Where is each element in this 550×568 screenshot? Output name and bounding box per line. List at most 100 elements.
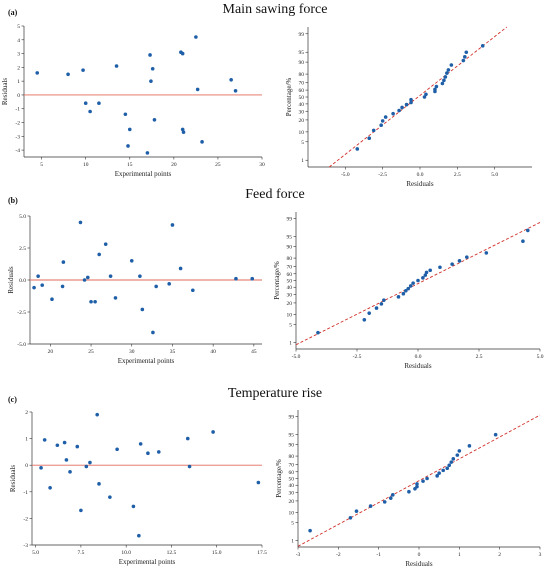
x-tick-label: 17.5: [257, 550, 267, 556]
x-tick-label: 25: [88, 349, 94, 355]
y-tick-label: 5.0: [19, 214, 26, 220]
section-title-c: Temperature rise: [227, 386, 323, 401]
section-title-a: Main sawing force: [222, 2, 328, 17]
data-point: [428, 268, 433, 273]
y-tick-label: 50: [299, 95, 305, 101]
data-point: [442, 78, 446, 83]
normal-fit-line: [295, 222, 541, 346]
data-point: [151, 330, 155, 335]
data-point: [408, 284, 413, 288]
data-point: [191, 288, 195, 293]
residual-plot-temperature-rise: 5.0 7.5 10.0 12.5 15.0 17.5 2 1 0 -1 -2 -3 Experimen…: [9, 410, 267, 566]
y-tick-label: 99: [287, 217, 293, 223]
data-point: [421, 479, 425, 483]
x-tick-label: 40: [210, 349, 216, 355]
data-point: [180, 51, 185, 56]
data-point: [97, 101, 101, 106]
data-point: [35, 71, 40, 75]
data-point: [521, 239, 525, 244]
y-tick-label: 5: [291, 520, 294, 526]
x-tick-label: -2.5: [353, 354, 362, 360]
data-point: [382, 500, 387, 504]
y-axis-label: Percentage/%: [285, 78, 293, 117]
x-tick-label: 2.5: [476, 354, 483, 360]
y-tick-label: 80: [299, 72, 305, 78]
y-tick-label: 20: [289, 499, 295, 505]
data-point: [129, 259, 134, 263]
data-point: [250, 276, 255, 281]
data-point: [79, 508, 83, 513]
data-point: [434, 84, 439, 89]
data-point: [75, 444, 80, 449]
data-point: [368, 504, 373, 508]
data-point: [467, 444, 472, 448]
y-tick-label: 99: [299, 32, 305, 38]
y-tick-label: -3: [23, 543, 28, 549]
y-tick-label: 5: [17, 24, 20, 30]
data-point: [423, 273, 428, 277]
data-point: [404, 288, 408, 293]
data-point: [60, 284, 65, 289]
data-point: [416, 278, 420, 283]
data-point: [256, 480, 261, 485]
x-tick-label: 1: [458, 552, 461, 558]
y-tick-label: 95: [299, 50, 305, 56]
data-point: [178, 266, 183, 271]
data-point: [32, 285, 36, 290]
data-point: [401, 291, 406, 296]
data-point: [40, 283, 45, 287]
y-tick-label: 0: [17, 93, 20, 99]
data-point: [149, 79, 153, 83]
data-point: [445, 71, 449, 75]
x-tick-label: 12.5: [167, 550, 177, 556]
data-point: [115, 447, 119, 452]
data-point: [457, 449, 462, 453]
data-point: [140, 307, 145, 312]
x-tick-label: 20: [48, 349, 54, 355]
data-point: [123, 112, 128, 117]
y-tick-label: 10: [289, 511, 295, 517]
data-point: [379, 123, 383, 128]
x-tick-label: 30: [259, 162, 265, 168]
data-point: [382, 298, 386, 302]
y-tick-label: 70: [287, 265, 293, 271]
y-tick-label: 40: [289, 483, 295, 489]
data-point: [114, 64, 119, 68]
data-point: [435, 474, 439, 478]
data-point: [461, 58, 466, 63]
data-point: [374, 306, 379, 310]
data-point: [55, 443, 60, 448]
data-point: [167, 282, 171, 286]
data-point: [131, 504, 136, 509]
data-point: [451, 457, 456, 461]
y-tick-label: 90: [287, 244, 293, 250]
data-point: [42, 438, 47, 442]
y-tick-label: -2.5: [17, 310, 26, 316]
data-point: [388, 496, 393, 500]
data-point: [50, 297, 54, 302]
y-tick-label: 5: [289, 322, 292, 328]
y-tick-label: 1: [25, 437, 28, 443]
y-tick-label: 1: [289, 340, 292, 346]
y-axis-label: Residuals: [7, 266, 15, 293]
data-point: [445, 466, 450, 471]
y-tick-label: -2: [15, 121, 20, 127]
y-tick-label: 2.5: [19, 246, 26, 252]
data-point: [181, 130, 186, 134]
x-tick-label: 2.5: [454, 172, 461, 178]
data-point: [85, 275, 90, 280]
data-point: [126, 144, 130, 148]
y-tick-label: 0.0: [19, 278, 26, 284]
x-axis-label: Experimental points: [119, 558, 176, 566]
y-tick-label: 5: [301, 140, 304, 146]
data-point: [348, 515, 353, 520]
data-point: [308, 528, 312, 533]
data-point: [78, 220, 83, 225]
data-point: [449, 63, 454, 67]
data-point: [146, 451, 150, 456]
x-tick-label: 0.0: [415, 354, 422, 360]
data-point: [415, 482, 419, 486]
data-point: [390, 493, 395, 497]
y-tick-label: 99: [289, 415, 295, 421]
